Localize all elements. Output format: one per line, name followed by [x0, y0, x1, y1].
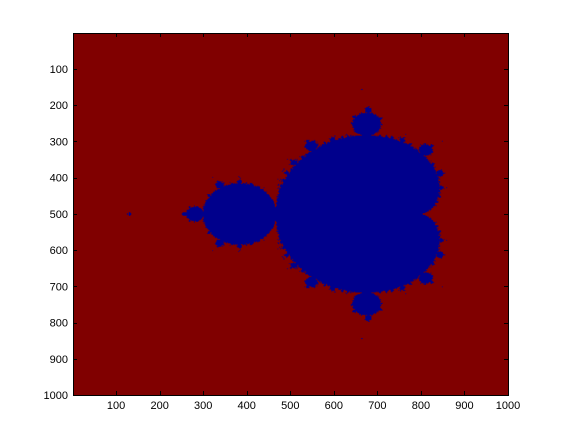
x-axis: 100 200 300 400 500 600 700 800 900 1000	[107, 33, 520, 412]
y-axis: 100 200 300 400 500 600 700 800 900 1000	[44, 64, 508, 402]
heatmap-image	[73, 33, 508, 395]
x-tick-label: 100	[107, 400, 125, 412]
x-tick-label: 800	[412, 400, 430, 412]
x-tick-label: 200	[150, 400, 168, 412]
y-tick-label: 700	[50, 281, 68, 293]
y-tick-label: 100	[50, 64, 68, 76]
y-tick-label: 300	[50, 136, 68, 148]
y-tick-label: 400	[50, 173, 68, 185]
y-tick-label: 800	[50, 318, 68, 330]
plot-area	[73, 33, 509, 396]
x-tick-label: 400	[238, 400, 256, 412]
y-tick-label: 500	[50, 209, 68, 221]
x-tick-label: 1000	[496, 400, 520, 412]
y-tick-label: 1000	[44, 390, 68, 402]
x-tick-label: 500	[281, 400, 299, 412]
y-tick-label: 900	[50, 354, 68, 366]
x-tick-label: 700	[368, 400, 386, 412]
x-tick-label: 300	[194, 400, 212, 412]
y-tick-label: 600	[50, 245, 68, 257]
x-tick-label: 900	[455, 400, 473, 412]
y-tick-label: 200	[50, 100, 68, 112]
x-tick-label: 600	[325, 400, 343, 412]
